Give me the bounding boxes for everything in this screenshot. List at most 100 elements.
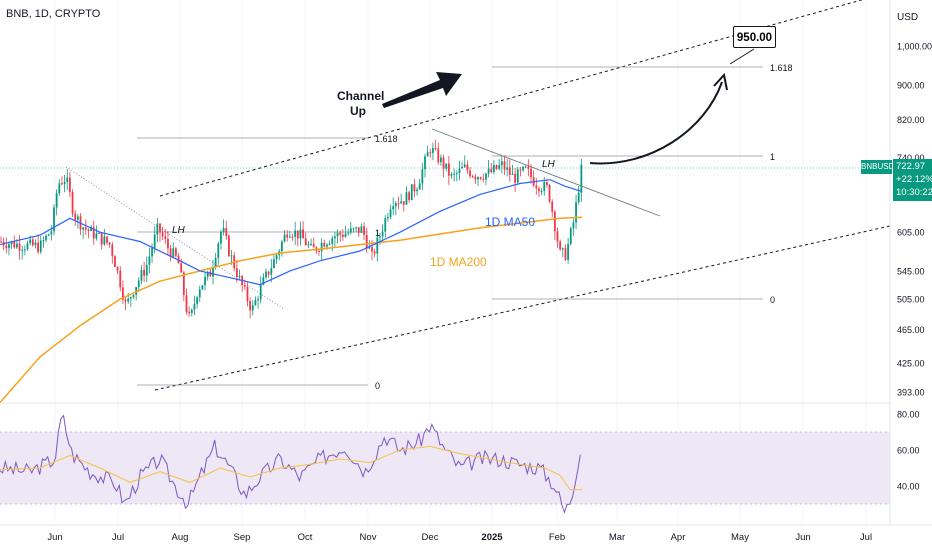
currency-label[interactable]: USD [897,12,918,23]
rsi-band [0,432,890,504]
candle-body [408,192,410,201]
candle-body [273,259,275,269]
candle-body [29,239,32,244]
candle-body [254,299,257,306]
last-price-change: +22.12% [896,174,932,185]
candle-body [371,247,373,252]
candle-body [172,248,175,258]
price-tick-label: 425.00 [897,359,925,369]
candle-body [490,168,493,173]
candle-body [318,250,320,252]
candle-body [508,167,511,175]
candle-body [222,228,225,232]
candle-body [551,201,554,212]
price-tick-label: 545.00 [897,266,925,276]
candle-body [437,148,440,163]
candle-body [299,229,302,239]
candle-body [34,242,37,246]
candle-body [405,192,408,205]
rsi-axis[interactable]: 80.00 60.00 40.00 [897,410,920,492]
time-tick-label: Jun [47,532,62,543]
candle-body [156,223,159,235]
projection-arrow [589,81,723,165]
candle-body [13,241,16,248]
candle-body [445,163,448,169]
candle-body [516,169,519,183]
candle-body [548,184,551,202]
candle-body [352,228,355,230]
candle-body [336,232,339,237]
candle-body [553,211,556,232]
channel-arrow-icon [382,72,462,108]
candle-body [100,233,103,245]
lh-trendline-right [431,128,661,217]
candle-body [339,232,342,235]
channel-lower-line [154,225,891,391]
candle-body [296,230,299,239]
candle-body [137,280,140,288]
candle-body [453,173,456,175]
channel-upper-line [159,0,864,197]
candle-body [116,267,119,271]
candle-body [87,229,90,232]
symbol-title[interactable]: BNB, 1D, CRYPTO [6,8,101,20]
candle-body [402,201,405,205]
candle-body [434,147,437,149]
candle-body [365,234,368,249]
ma50-label: 1D MA50 [485,215,535,229]
candle-body [379,236,381,238]
candle-body [392,206,395,210]
candle-body [349,228,352,233]
candle-body [432,147,434,153]
candle-body [474,176,477,180]
candle-body [535,185,538,189]
time-tick-label: Sep [234,532,251,543]
candle-body [61,183,63,185]
candle-body [487,168,490,174]
candle-body [23,249,26,251]
candle-body [288,236,291,238]
time-tick-label: Jun [795,532,810,543]
candle-body [381,231,384,237]
candle-body [461,166,463,169]
rsi-ma-line [0,445,582,491]
price-tick-label: 393.00 [897,388,925,398]
price-tick-label: 465.00 [897,325,925,335]
candle-body [5,245,8,249]
candle-body [164,236,167,240]
price-axis[interactable]: 1,000.00 900.00 820.00 740.00 605.00 545.00 50… [897,42,932,398]
candle-body [182,272,185,296]
ma200-line [0,216,583,403]
candle-body [363,226,365,235]
candle-body [485,173,487,180]
candle-body [185,295,188,312]
time-axis[interactable]: Jun Jul Aug Sep Oct Nov Dec 2025 Feb Mar Apr May Jun… [47,532,872,543]
channel-label-line1: Channel [337,89,384,103]
candle-body [304,238,307,246]
candle-body [262,277,265,285]
time-tick-label: May [731,532,749,543]
candle-body [482,178,485,180]
candle-body [310,243,312,245]
candle-body [37,242,39,252]
candle-body [108,242,111,245]
candle-body [410,184,413,201]
candle-body [384,218,387,232]
candle-body [511,173,514,175]
candle-body [265,271,267,278]
candle-body [230,255,233,257]
candle-body [291,236,294,238]
price-tick-label: 900.00 [897,81,925,91]
candle-body [214,257,217,267]
candle-body [471,176,474,178]
candle-body [90,227,92,232]
candle-body [450,174,453,176]
time-tick-label: Mar [609,532,625,543]
fib-left-bottom-label: 0 [375,381,380,391]
candle-body [140,269,143,281]
candle-body [498,165,501,169]
candle-body [212,266,214,277]
candle-body [302,229,304,239]
candle-body [524,166,527,168]
